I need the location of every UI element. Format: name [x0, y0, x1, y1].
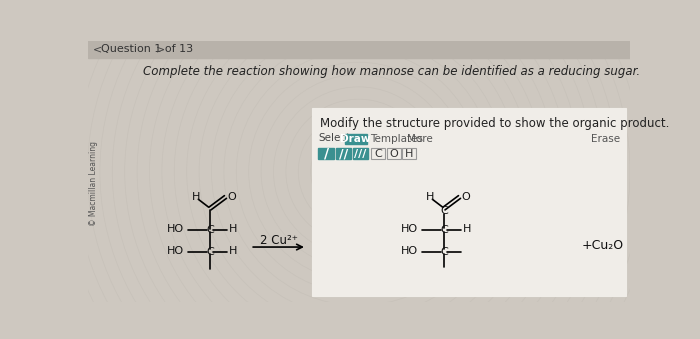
- Text: ///: ///: [354, 149, 367, 159]
- Text: O: O: [462, 192, 470, 202]
- Text: H: H: [463, 224, 471, 234]
- Bar: [312, 108, 626, 296]
- Bar: [335, 148, 351, 159]
- Bar: [88, 41, 630, 58]
- Bar: [318, 148, 334, 159]
- Text: /: /: [323, 147, 329, 161]
- Text: Question 1 of 13: Question 1 of 13: [101, 44, 192, 54]
- Text: Templates: Templates: [370, 134, 424, 144]
- Text: HO: HO: [400, 224, 418, 234]
- Text: HO: HO: [167, 224, 183, 234]
- Text: Draw: Draw: [340, 134, 371, 144]
- Text: H: H: [228, 246, 237, 256]
- Text: O: O: [228, 192, 237, 202]
- Text: >: >: [155, 44, 165, 54]
- Text: O: O: [389, 149, 398, 159]
- Bar: [371, 148, 385, 159]
- Text: //: //: [339, 147, 348, 160]
- Bar: [353, 148, 368, 159]
- Text: <: <: [93, 44, 102, 54]
- Text: Select: Select: [318, 134, 351, 143]
- Text: Erase: Erase: [591, 134, 620, 144]
- Text: H: H: [426, 192, 434, 202]
- Text: H: H: [192, 192, 200, 202]
- Text: C: C: [206, 247, 214, 257]
- Text: 2 Cu²⁺: 2 Cu²⁺: [260, 234, 298, 246]
- Bar: [386, 148, 400, 159]
- Text: C: C: [440, 206, 448, 216]
- Text: HO: HO: [400, 246, 418, 256]
- Text: HO: HO: [167, 246, 183, 256]
- Bar: [345, 134, 367, 144]
- Text: Complete the reaction showing how mannose can be identified as a reducing sugar.: Complete the reaction showing how mannos…: [144, 65, 640, 78]
- Text: More: More: [407, 134, 433, 144]
- Text: +Cu₂O: +Cu₂O: [582, 239, 624, 252]
- Text: C: C: [440, 225, 448, 235]
- Text: H: H: [228, 224, 237, 234]
- Text: © Macmillan Learning: © Macmillan Learning: [89, 141, 98, 226]
- Text: C: C: [440, 247, 448, 257]
- Text: C: C: [374, 149, 382, 159]
- Text: C: C: [206, 225, 214, 235]
- Text: Modify the structure provided to show the organic product.: Modify the structure provided to show th…: [320, 117, 669, 130]
- Text: H: H: [405, 149, 413, 159]
- Bar: [402, 148, 416, 159]
